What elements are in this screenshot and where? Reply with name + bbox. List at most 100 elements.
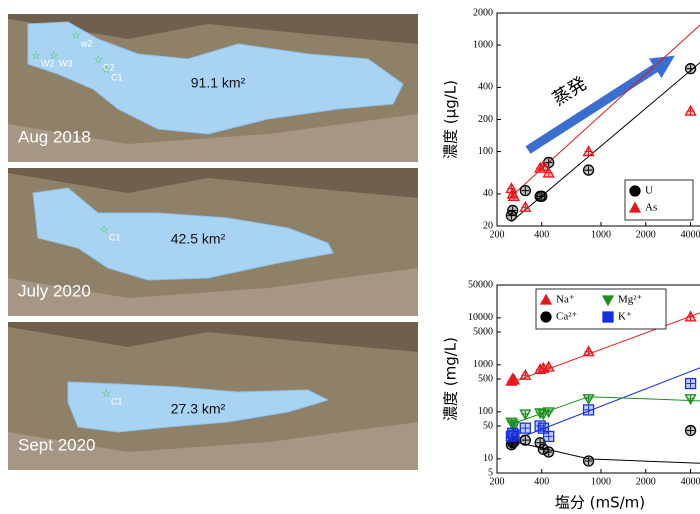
terrain xyxy=(8,422,418,470)
station-label: W2 xyxy=(41,58,55,68)
x-tick-label: 1000 xyxy=(591,476,611,487)
y-tick-label: 1000 xyxy=(473,39,493,50)
x-tick-label: 200 xyxy=(490,476,505,487)
point-cross xyxy=(686,379,695,388)
point-cross xyxy=(509,192,518,201)
station-star: ☆ xyxy=(101,387,111,400)
x-axis-label: 塩分 (mS/m) xyxy=(555,494,645,512)
point-cross xyxy=(544,447,553,456)
point-cross xyxy=(521,424,530,433)
y-tick-label: 5 xyxy=(488,467,493,478)
station-star: ☆ xyxy=(93,53,103,66)
legend-label: Ca²⁺ xyxy=(556,311,578,323)
legend-label: Na⁺ xyxy=(556,294,575,306)
point-cross xyxy=(584,347,593,356)
lake xyxy=(27,21,404,135)
legend-box xyxy=(535,288,667,330)
annotation: 蒸発 xyxy=(549,73,591,110)
y-tick-label: 2000 xyxy=(473,7,493,18)
station-label: C1 xyxy=(109,232,121,242)
station-star: ☆ xyxy=(101,63,111,76)
y-tick-label: 100 xyxy=(478,146,493,157)
legend-label: K⁺ xyxy=(618,311,632,323)
x-tick-label: 200 xyxy=(490,229,505,240)
lake xyxy=(32,187,334,281)
station-label: w2 xyxy=(80,38,93,48)
point-cross xyxy=(584,147,593,156)
station-star: ☆ xyxy=(99,223,109,236)
map-panel: Sept 2020 27.3 km² ☆C1 xyxy=(8,322,418,470)
y-tick-label: 1000 xyxy=(473,359,493,370)
x-tick-label: 2000 xyxy=(636,229,656,240)
station-label: W3 xyxy=(59,58,73,68)
legend-marker xyxy=(540,311,552,323)
y-tick-label: 10000 xyxy=(468,312,493,323)
y-tick-label: 5000 xyxy=(473,326,493,337)
legend-marker xyxy=(602,311,614,323)
x-tick-label: 2000 xyxy=(636,476,656,487)
lake-area: 27.3 km² xyxy=(171,401,226,417)
y-tick-label: 200 xyxy=(478,114,493,125)
point-cross xyxy=(544,168,553,177)
point-cross xyxy=(584,166,593,175)
x-tick-label: 400 xyxy=(534,476,549,487)
point-cross xyxy=(539,162,548,171)
point-cross xyxy=(544,363,553,372)
y-tick-label: 10 xyxy=(483,453,493,464)
station-star: ☆ xyxy=(71,29,81,42)
y-tick-label: 50 xyxy=(483,420,493,431)
map-date: July 2020 xyxy=(18,281,91,300)
lake xyxy=(67,381,330,433)
terrain xyxy=(8,168,418,198)
terrain xyxy=(8,14,418,44)
point-cross xyxy=(686,312,695,321)
station-label: C1 xyxy=(111,72,123,82)
point-cross xyxy=(509,431,518,440)
y-tick-label: 400 xyxy=(478,82,493,93)
y-axis-label: 濃度 (mg/L) xyxy=(442,337,460,421)
point-cross xyxy=(509,375,518,384)
y-tick-label: 500 xyxy=(478,373,493,384)
point-cross xyxy=(521,371,530,380)
point-cross xyxy=(539,410,548,419)
legend-marker xyxy=(539,293,553,305)
legend-marker xyxy=(629,185,641,197)
y-axis-label: 濃度 (μg/L) xyxy=(442,80,460,159)
point-cross xyxy=(584,394,593,403)
station-label: C2 xyxy=(103,62,115,72)
point-cross xyxy=(544,407,553,416)
x-tick-label: 4000 xyxy=(681,476,700,487)
point-cross xyxy=(686,64,695,73)
point-cross xyxy=(521,203,530,212)
x-tick-label: 1000 xyxy=(591,229,611,240)
map-date: Sept 2020 xyxy=(18,435,96,454)
station-star: ☆ xyxy=(49,49,59,62)
x-tick-label: 400 xyxy=(534,229,549,240)
station-label: C1 xyxy=(111,396,123,406)
terrain xyxy=(8,268,418,316)
point-cross xyxy=(686,107,695,116)
legend-label: Mg²⁺ xyxy=(618,294,643,306)
y-tick-label: 50000 xyxy=(468,279,493,290)
point-cross xyxy=(544,158,553,167)
point-cross xyxy=(521,186,530,195)
map-date: Aug 2018 xyxy=(18,127,91,146)
plot-area xyxy=(505,24,700,222)
point-cross xyxy=(521,410,530,419)
point-cross xyxy=(508,206,517,215)
trend-line xyxy=(511,61,700,222)
point-cross xyxy=(686,394,695,403)
point-cross xyxy=(544,432,553,441)
point-cross xyxy=(584,405,593,414)
legend-label: As xyxy=(645,202,657,214)
point-cross xyxy=(537,192,546,201)
point-cross xyxy=(686,426,695,435)
lake-area: 91.1 km² xyxy=(191,75,246,91)
point-cross xyxy=(521,436,530,445)
y-tick-label: 100 xyxy=(478,406,493,417)
x-tick-label: 4000 xyxy=(681,229,700,240)
terrain xyxy=(8,114,418,162)
lake-area: 42.5 km² xyxy=(171,231,226,247)
